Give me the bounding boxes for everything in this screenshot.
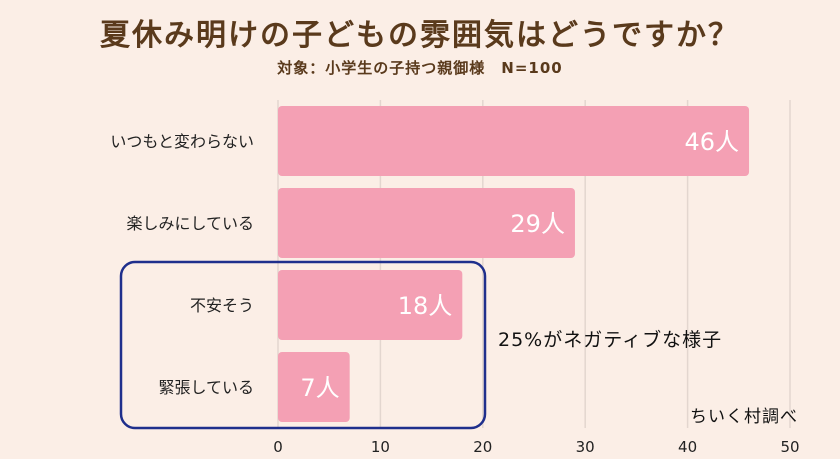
x-tick-label: 10 xyxy=(371,438,390,456)
x-tick-label: 30 xyxy=(576,438,595,456)
chart-subtitle: 対象：小学生の子持つ親御様 N=100 xyxy=(277,59,563,77)
x-tick-label: 50 xyxy=(780,438,799,456)
bar-value-label: 46人 xyxy=(684,128,739,156)
x-tick-label: 40 xyxy=(678,438,697,456)
chart-title: 夏休み明けの子どもの雰囲気はどうですか？ xyxy=(100,18,740,53)
category-label: いつもと変わらない xyxy=(110,132,254,151)
bar-value-label: 29人 xyxy=(510,210,565,238)
bar-value-label: 7人 xyxy=(300,374,339,402)
bar-value-label: 18人 xyxy=(398,292,453,320)
bar xyxy=(278,270,463,340)
category-label: 緊張している xyxy=(158,378,254,397)
highlight-box xyxy=(119,260,487,430)
x-tick-label: 0 xyxy=(273,438,283,456)
bar xyxy=(278,106,750,176)
bar xyxy=(278,352,350,422)
bar xyxy=(278,188,575,258)
annotation: 25%がネガティブな様子 xyxy=(498,329,723,351)
category-label: 楽しみにしている xyxy=(126,214,254,233)
category-label: 不安そう xyxy=(190,296,254,315)
source-note: ちいく村調べ xyxy=(690,407,798,427)
x-tick-label: 20 xyxy=(473,438,492,456)
